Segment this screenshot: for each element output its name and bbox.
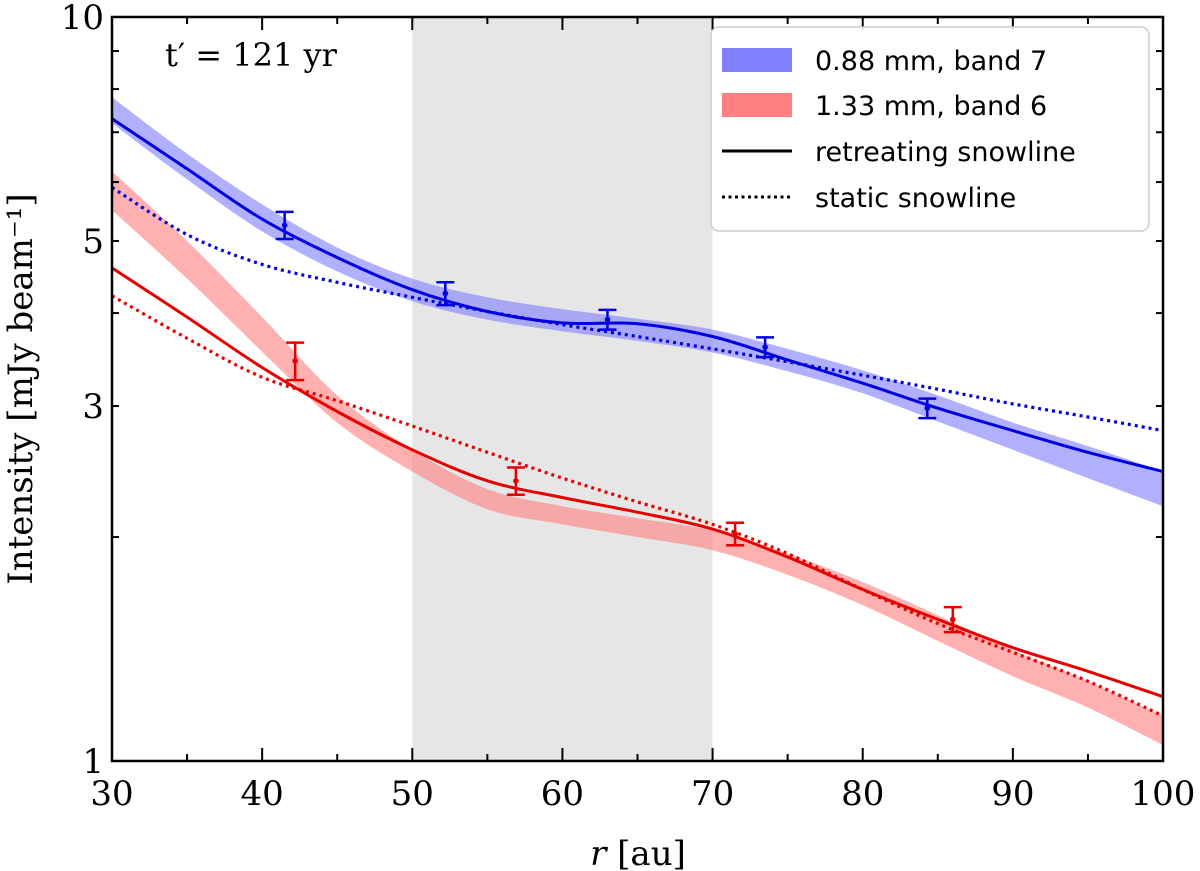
data-point (950, 616, 956, 623)
errorbar-band7-1 (275, 210, 294, 241)
x-tick-label: 60 (541, 774, 584, 814)
retreating-line-band7 (112, 117, 1163, 473)
data-point (292, 358, 298, 364)
legend-frame (710, 26, 1150, 232)
errorbar-layer (275, 210, 962, 634)
tick-layer: 30 40 50 60 70 80 90 100 1 3 5 10 (61, 0, 1196, 814)
model-line-layer (112, 117, 1163, 718)
data-point (924, 405, 931, 411)
static-line-band6 (112, 294, 1163, 718)
observed-band-band6 (112, 171, 1163, 746)
y-tick-label: 1 (82, 742, 104, 782)
x-tick-label: 50 (391, 774, 434, 814)
legend-swatch-band7 (722, 48, 792, 72)
data-point (442, 290, 449, 297)
legend-swatch-band6 (722, 93, 792, 117)
x-axis-title: r [au] (590, 834, 686, 871)
errorbar-band7-2 (436, 281, 455, 307)
y-tick-label: 3 (82, 387, 104, 427)
x-tick-label: 70 (691, 774, 734, 814)
x-axis-title-symbol: r (590, 834, 617, 871)
legend-label-band6: 1.33 mm, band 6 (815, 91, 1047, 122)
time-annotation: t′ = 121 yr (165, 36, 338, 74)
observed-band-layer (112, 97, 1163, 746)
errorbar-band6-2 (506, 466, 525, 496)
legend-label-retreating: retreating snowline (815, 137, 1076, 168)
shaded-region (412, 17, 713, 761)
errorbar-band7-3 (598, 308, 617, 331)
x-tick-label: 30 (90, 774, 133, 814)
observed-band-band7 (112, 97, 1163, 507)
x-tick-label: 40 (241, 774, 284, 814)
retreating-line-band6 (112, 266, 1163, 699)
y-axis-title: Intensity [mJy beam⁻¹] (1, 193, 41, 584)
data-point (762, 344, 768, 350)
errorbar-band6-4 (943, 605, 962, 634)
legend: 0.88 mm, band 7 1.33 mm, band 6 retreati… (710, 26, 1150, 232)
y-tick-label: 5 (82, 222, 104, 262)
x-axis-title-unit: [au] (617, 834, 686, 871)
y-tick-label: 10 (61, 0, 104, 38)
shaded-region-layer (412, 17, 713, 761)
legend-label-band7: 0.88 mm, band 7 (815, 46, 1047, 77)
data-point (513, 478, 519, 484)
x-tick-label: 90 (991, 774, 1034, 814)
errorbar-band7-4 (756, 336, 775, 359)
legend-label-static: static snowline (815, 183, 1016, 214)
data-point (604, 316, 611, 323)
data-point (732, 531, 738, 537)
x-tick-label: 80 (841, 774, 884, 814)
x-tick-label: 100 (1131, 774, 1196, 814)
errorbar-band6-3 (726, 521, 745, 547)
errorbar-band7-5 (918, 397, 937, 420)
errorbar-band6-1 (286, 341, 305, 382)
data-point (281, 222, 288, 229)
